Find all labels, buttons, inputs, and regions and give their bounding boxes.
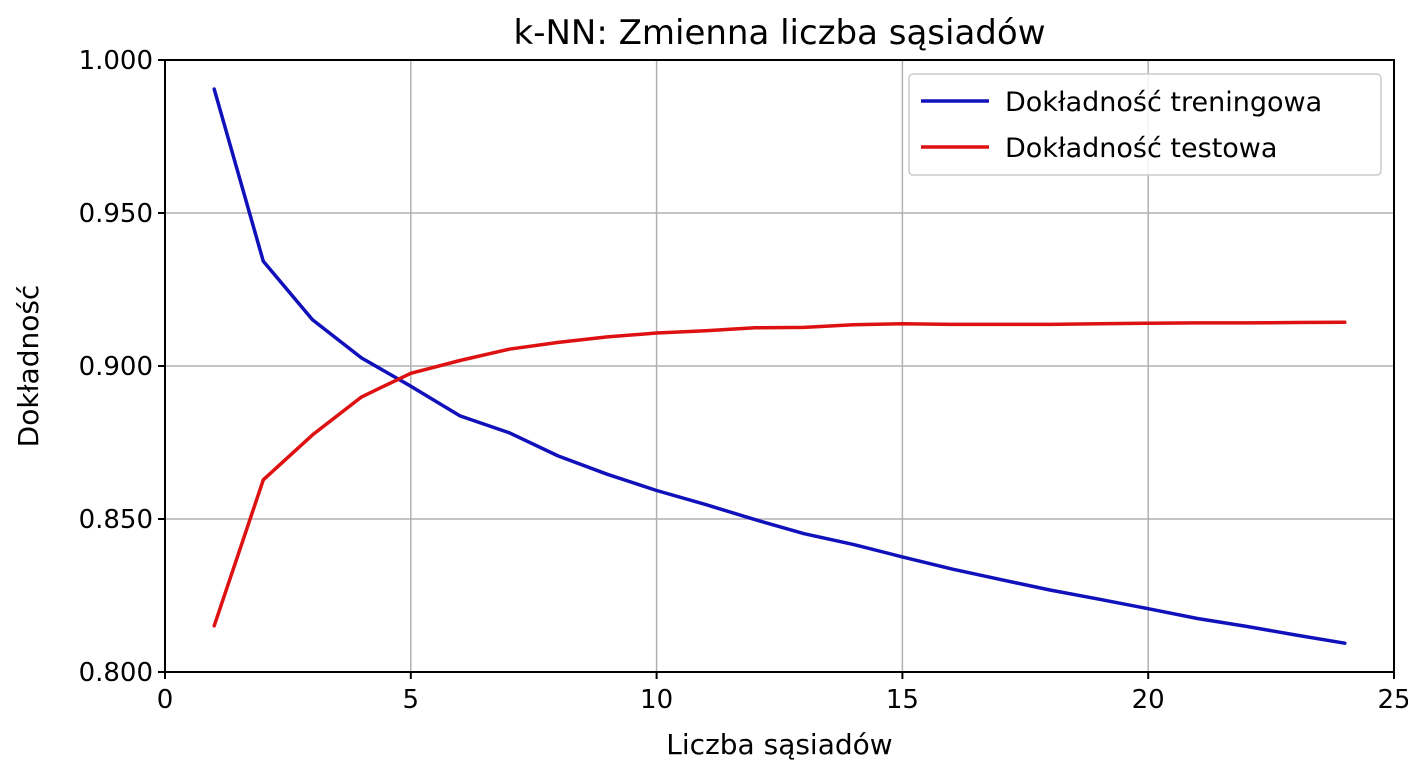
x-axis-label: Liczba sąsiadów — [666, 728, 892, 761]
y-tick-label: 0.950 — [79, 199, 153, 229]
series-lines — [212, 87, 1347, 645]
legend-box — [908, 73, 1382, 176]
x-tick-label: 25 — [1377, 685, 1408, 715]
y-tick-label: 0.800 — [79, 658, 153, 688]
series-line-test — [212, 320, 1347, 628]
y-tick-label: 0.900 — [79, 352, 153, 382]
x-tick-label: 20 — [1132, 685, 1165, 715]
axis-ticks: 0 5 10 15 20 25 0.800 0.850 0.900 0.950 1.000 — [79, 46, 1408, 715]
legend: Dokładność treningowa Dokładność testowa — [908, 73, 1382, 176]
y-tick-label: 0.850 — [79, 505, 153, 535]
chart-title: k-NN: Zmienna liczba sąsiadów — [514, 13, 1046, 53]
series-line-training — [212, 87, 1347, 645]
x-tick-label: 0 — [157, 685, 174, 715]
y-tick-label: 1.000 — [79, 46, 153, 76]
y-axis-label: Dokładność — [12, 285, 45, 448]
x-tick-label: 10 — [640, 685, 673, 715]
x-tick-label: 15 — [886, 685, 919, 715]
legend-label: Dokładność testowa — [1005, 133, 1277, 164]
x-tick-label: 5 — [403, 685, 420, 715]
legend-label: Dokładność treningowa — [1005, 87, 1322, 118]
